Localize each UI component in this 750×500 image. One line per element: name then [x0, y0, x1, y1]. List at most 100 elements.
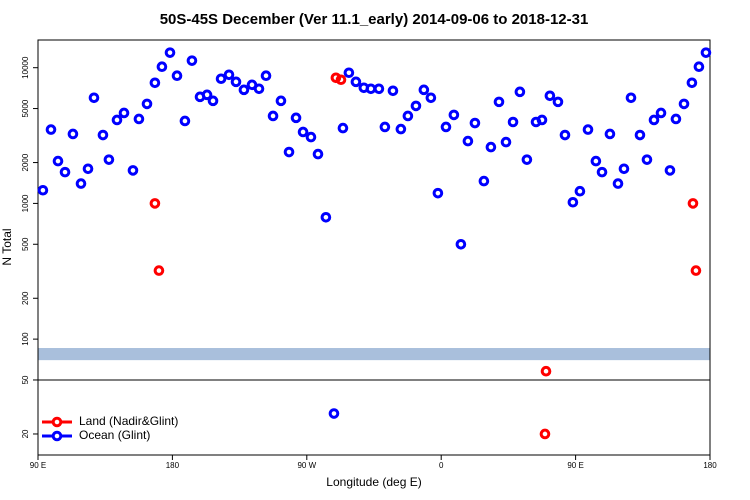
x-tick-label: 90 E — [30, 461, 46, 470]
legend-label: Land (Nadir&Glint) — [79, 414, 178, 428]
point — [67, 128, 79, 140]
point — [283, 146, 295, 158]
y-axis-label: N Total — [0, 228, 14, 265]
point — [387, 85, 399, 97]
point — [462, 135, 474, 147]
point — [149, 77, 161, 89]
x-tick-label: 90 W — [297, 461, 316, 470]
x-tick-label: 90 E — [567, 461, 583, 470]
point — [350, 76, 362, 88]
point — [275, 95, 287, 107]
point — [507, 116, 519, 128]
point — [410, 100, 422, 112]
point — [521, 154, 533, 165]
point — [82, 163, 94, 175]
point — [207, 95, 219, 107]
point — [171, 70, 183, 82]
plot-frame — [37, 39, 711, 456]
x-tick-label: 0 — [439, 461, 444, 470]
band — [38, 348, 710, 361]
point — [141, 98, 153, 110]
point — [664, 165, 676, 176]
point — [328, 408, 340, 419]
y-tick-label: 50 — [21, 375, 30, 384]
y-tick-label: 5000 — [21, 99, 30, 117]
point — [215, 73, 227, 85]
point — [343, 67, 355, 79]
point — [432, 187, 444, 199]
point — [700, 47, 712, 58]
point — [641, 154, 653, 165]
point — [655, 107, 667, 119]
point — [582, 124, 594, 135]
point — [618, 163, 630, 175]
point — [230, 76, 242, 88]
y-tick-label: 100 — [21, 332, 30, 346]
point — [297, 126, 309, 138]
point — [253, 83, 265, 95]
point — [88, 92, 100, 104]
point — [149, 198, 161, 209]
x-tick-label: 180 — [166, 461, 180, 470]
legend-label: Ocean (Glint) — [79, 428, 150, 442]
point — [670, 113, 682, 125]
y-tick-label: 10000 — [21, 56, 30, 79]
point — [493, 96, 505, 108]
point — [514, 86, 526, 98]
point — [590, 155, 602, 167]
point — [153, 265, 165, 276]
x-axis-label: Longitude (deg E) — [326, 475, 421, 489]
point — [539, 428, 551, 440]
chart-title: 50S-45S December (Ver 11.1_early) 2014-0… — [160, 11, 589, 28]
y-tick-label: 1000 — [21, 194, 30, 212]
point — [335, 74, 347, 86]
point — [320, 212, 332, 223]
point — [260, 70, 272, 82]
point — [425, 92, 437, 104]
point — [418, 84, 430, 96]
point — [567, 196, 579, 208]
point — [127, 165, 139, 176]
y-tick-label: 200 — [21, 291, 30, 305]
point — [330, 72, 342, 84]
point — [312, 148, 324, 160]
point — [634, 129, 646, 141]
point — [596, 166, 608, 178]
point — [544, 90, 556, 102]
point — [75, 178, 87, 189]
point — [337, 122, 349, 134]
point — [103, 154, 115, 165]
point — [365, 83, 377, 95]
point — [648, 114, 660, 126]
point — [552, 96, 564, 108]
point — [687, 198, 699, 209]
point — [238, 84, 250, 96]
point — [455, 238, 467, 250]
point — [574, 185, 586, 197]
point — [402, 110, 414, 122]
y-tick-label: 500 — [21, 237, 30, 251]
y-tick-label: 2000 — [21, 153, 30, 171]
point — [500, 136, 512, 148]
point — [179, 115, 191, 127]
point — [186, 55, 198, 66]
point — [540, 365, 552, 377]
point — [469, 117, 481, 129]
point — [690, 265, 702, 276]
point — [395, 123, 407, 135]
point — [478, 175, 490, 187]
point — [223, 69, 235, 81]
point — [97, 129, 109, 141]
point — [305, 131, 317, 143]
point — [686, 77, 698, 89]
point — [625, 92, 637, 104]
point — [536, 114, 548, 126]
point — [440, 121, 452, 133]
point — [485, 141, 497, 153]
point — [111, 114, 123, 126]
point — [693, 61, 705, 73]
point — [201, 89, 213, 101]
point — [156, 61, 168, 73]
point — [379, 121, 391, 133]
